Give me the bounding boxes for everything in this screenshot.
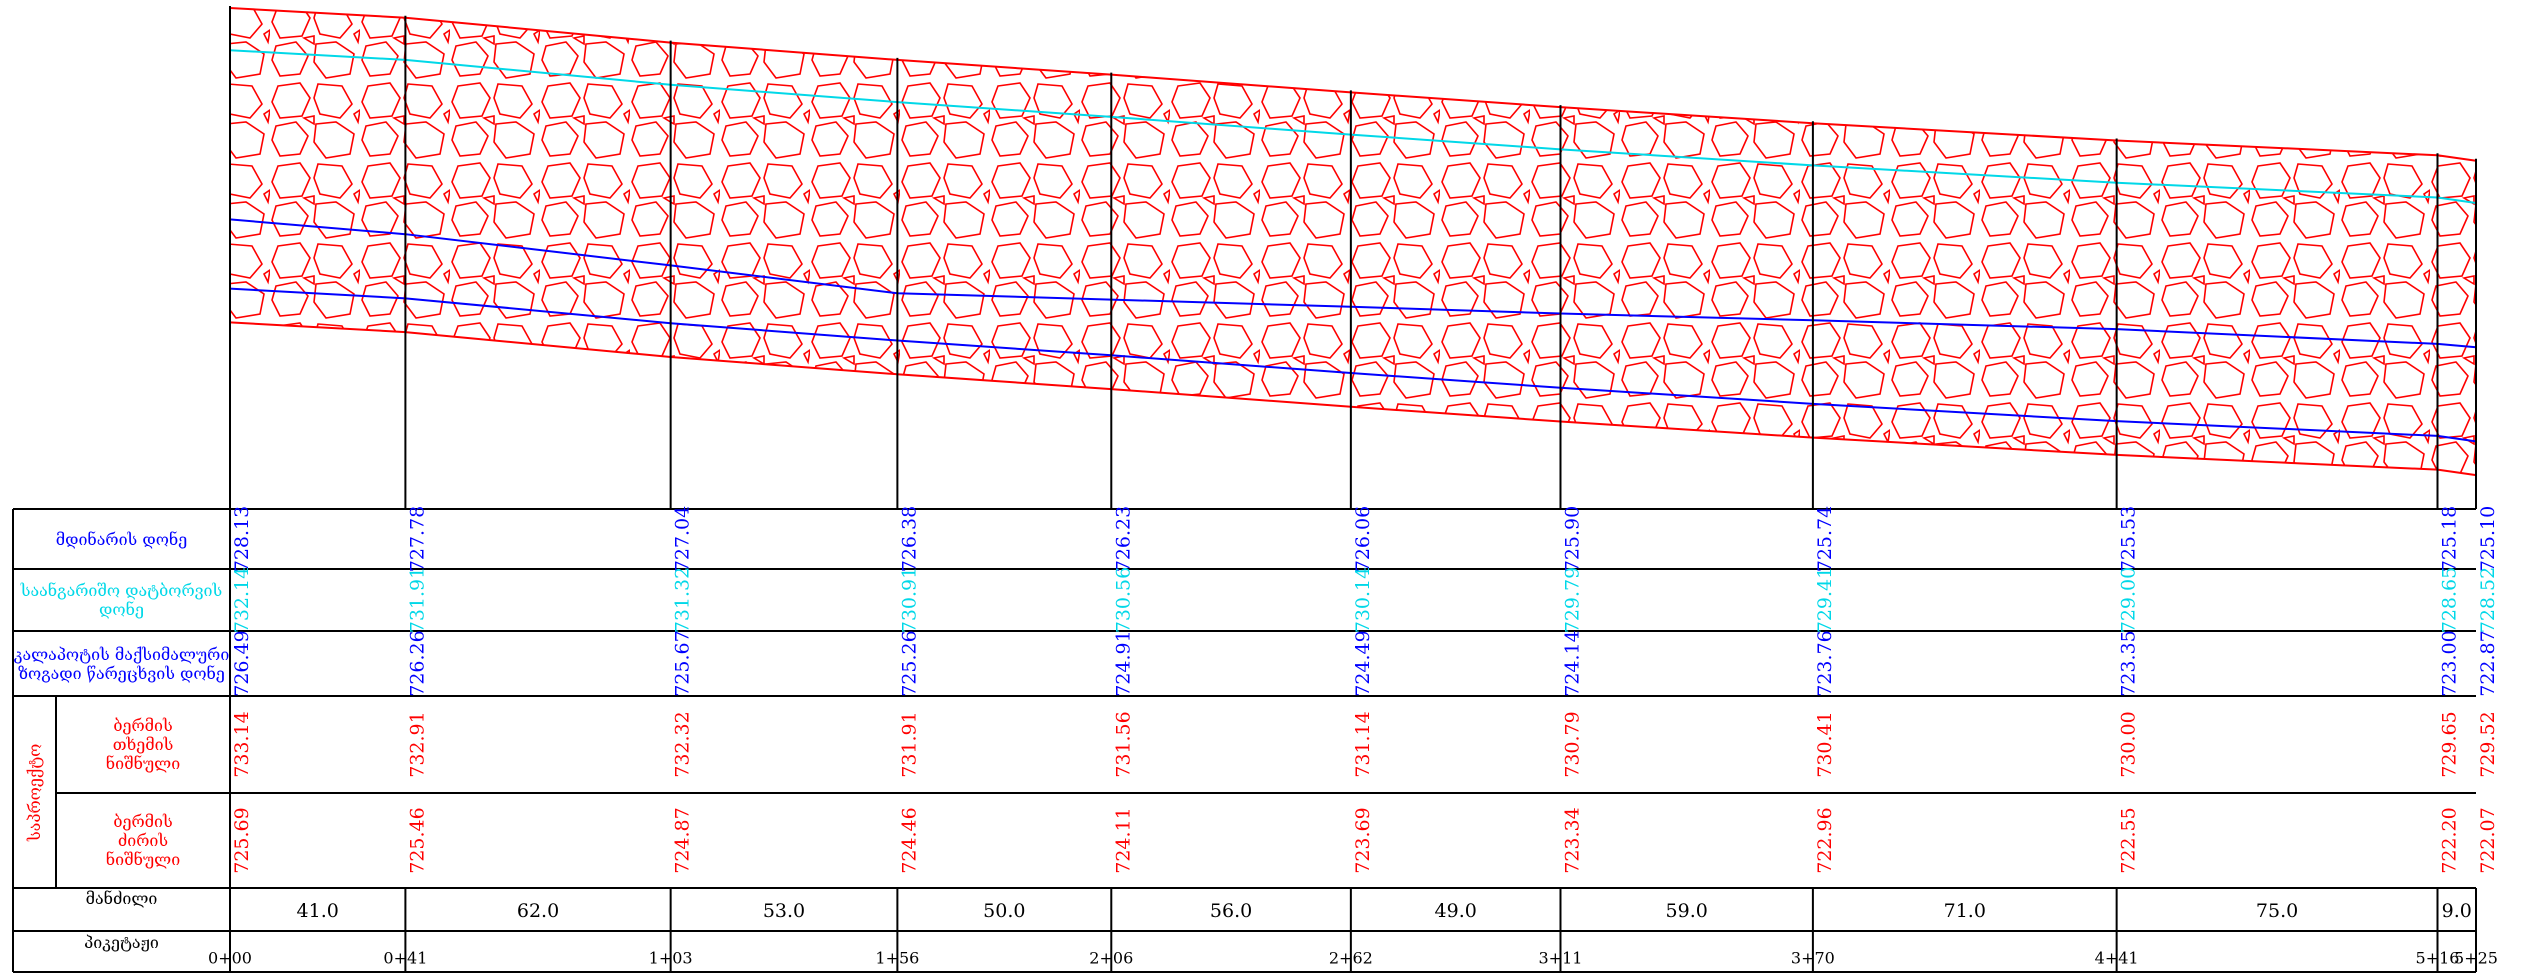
distance-value: 62.0: [517, 900, 559, 922]
level-value: 723.76: [1814, 630, 1836, 696]
level-value: 725.90: [1561, 506, 1583, 572]
level-value: 726.06: [1352, 506, 1374, 572]
level-value: 733.14: [231, 711, 253, 777]
level-value: 731.14: [1352, 711, 1374, 777]
level-value: 727.78: [406, 506, 428, 572]
level-value: 722.87: [2477, 630, 2499, 696]
level-value: 731.56: [1112, 711, 1134, 777]
level-value: 729.52: [2477, 711, 2499, 777]
level-value: 726.23: [1112, 506, 1134, 572]
level-value: 724.11: [1112, 807, 1134, 873]
level-value: 730.91: [898, 567, 920, 633]
picket-value: 5+25: [2454, 949, 2498, 968]
level-value: 726.49: [231, 630, 253, 696]
level-value: 730.41: [1814, 711, 1836, 777]
picket-value: 1+56: [875, 949, 919, 968]
level-value: 727.04: [672, 506, 694, 572]
distance-value: 75.0: [2256, 900, 2298, 922]
rock-fill: [230, 8, 2476, 475]
profile-drawing: 728.13 727.78 727.04 726.38 726.23 726.06 725.…: [0, 0, 2526, 973]
level-value: 722.96: [1814, 807, 1836, 873]
level-value: 725.53: [2118, 506, 2140, 572]
picket-value: 4+41: [2095, 949, 2139, 968]
distance-value: 49.0: [1435, 900, 1477, 922]
picket-value: 2+62: [1329, 949, 1373, 968]
row-label: ბერმის თხემის ნიშნული: [56, 696, 230, 793]
level-value: 728.13: [231, 506, 253, 572]
picket-value: 2+06: [1089, 949, 1133, 968]
distance-value: 56.0: [1210, 900, 1252, 922]
level-value: 730.00: [2118, 711, 2140, 777]
distance-value: 50.0: [983, 900, 1025, 922]
level-value: 726.38: [898, 506, 920, 572]
level-value: 722.07: [2477, 807, 2499, 873]
level-value: 725.67: [672, 630, 694, 696]
level-value: 723.69: [1352, 807, 1374, 873]
level-value: 725.74: [1814, 506, 1836, 572]
level-value: 726.26: [406, 630, 428, 696]
distance-value: 41.0: [297, 900, 339, 922]
level-value: 731.32: [672, 567, 694, 633]
level-value: 725.69: [231, 807, 253, 873]
level-value: 723.35: [2118, 630, 2140, 696]
level-value: 729.65: [2438, 711, 2460, 777]
level-value: 730.79: [1561, 711, 1583, 777]
level-value: 732.14: [231, 567, 253, 633]
level-value: 723.34: [1561, 807, 1583, 873]
level-value: 722.55: [2118, 807, 2140, 873]
picket-value: 3+70: [1791, 949, 1835, 968]
level-value: 722.20: [2438, 807, 2460, 873]
row-label: მდინარის დონე: [13, 509, 230, 569]
distance-value: 53.0: [763, 900, 805, 922]
level-value: 724.49: [1352, 630, 1374, 696]
level-value: 731.91: [898, 711, 920, 777]
level-value: 729.41: [1814, 567, 1836, 633]
row-label: საანგარიშო დატბორვის დონე: [13, 569, 230, 631]
level-value: 729.79: [1561, 567, 1583, 633]
level-value: 730.56: [1112, 567, 1134, 633]
distance-value: 59.0: [1666, 900, 1708, 922]
level-value: 724.87: [672, 807, 694, 873]
level-value: 732.32: [672, 711, 694, 777]
picket-value: 0+41: [383, 949, 427, 968]
row-label: პიკეტაჟი: [13, 931, 230, 953]
distance-value: 71.0: [1944, 900, 1986, 922]
level-value: 731.91: [406, 567, 428, 633]
level-value: 732.91: [406, 711, 428, 777]
level-value: 729.00: [2118, 567, 2140, 633]
level-value: 725.10: [2477, 506, 2499, 572]
row-label: კალაპოტის მაქსიმალური ზოგადი წარეცხვის დ…: [13, 631, 230, 696]
row-label: ბერმის ძირის ნიშნული: [56, 793, 230, 888]
level-value: 723.00: [2438, 630, 2460, 696]
level-value: 725.26: [898, 630, 920, 696]
level-value: 724.46: [898, 807, 920, 873]
group-label: საპროექტო: [13, 696, 56, 888]
level-value: 725.46: [406, 807, 428, 873]
level-value: 728.52: [2477, 567, 2499, 633]
picket-value: 5+16: [2416, 949, 2460, 968]
level-value: 725.18: [2438, 506, 2460, 572]
picket-value: 3+11: [1539, 949, 1583, 968]
row-label: მანძილი: [13, 888, 230, 908]
level-value: 730.14: [1352, 567, 1374, 633]
drawing: 728.13 727.78 727.04 726.38 726.23 726.06 725.…: [0, 0, 2526, 973]
picket-value: 1+03: [649, 949, 693, 968]
level-value: 724.14: [1561, 630, 1583, 696]
level-value: 728.65: [2438, 567, 2460, 633]
distance-value: 9.0: [2442, 900, 2472, 922]
level-value: 724.91: [1112, 630, 1134, 696]
